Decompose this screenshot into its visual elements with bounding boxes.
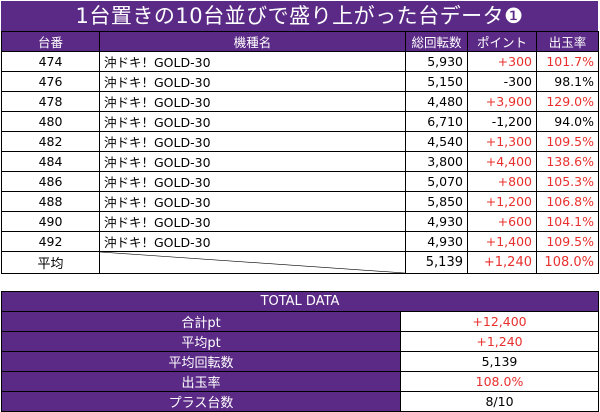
points: +800	[467, 171, 537, 192]
total-label: 合計pt	[1, 311, 401, 332]
page-title: 1台置きの10台並びで盛り上がった台データ❶	[1, 1, 598, 31]
total-spins: 5,850	[405, 191, 468, 212]
machine-number: 478	[1, 91, 100, 112]
header-machine-number: 台番	[1, 31, 100, 52]
machine-number: 490	[1, 211, 100, 232]
total-spins: 5,930	[405, 51, 468, 72]
model-name: 沖ドキ！GOLD-30	[99, 71, 406, 92]
total-spins: 6,710	[405, 111, 468, 132]
header-model-name: 機種名	[99, 31, 406, 52]
points: -300	[467, 71, 537, 92]
header-total-spins: 総回転数	[405, 31, 468, 52]
model-name: 沖ドキ！GOLD-30	[99, 151, 406, 172]
diagonal-slash-icon	[100, 252, 405, 273]
payout-rate: 106.8%	[536, 191, 599, 212]
table-row: 482 沖ドキ！GOLD-30 4,540 +1,300 109.5%	[1, 131, 599, 152]
total-spins: 4,930	[405, 231, 468, 252]
total-row: 出玉率 108.0%	[1, 371, 599, 392]
total-spins: 5,150	[405, 71, 468, 92]
table-row: 476 沖ドキ！GOLD-30 5,150 -300 98.1%	[1, 71, 599, 92]
payout-rate: 98.1%	[536, 71, 599, 92]
total-label: 平均pt	[1, 331, 401, 352]
payout-rate: 101.7%	[536, 51, 599, 72]
table-body: 474 沖ドキ！GOLD-30 5,930 +300 101.7% 476 沖ドキ！GOLD…	[1, 51, 599, 252]
total-value: +1,240	[400, 331, 599, 352]
model-name: 沖ドキ！GOLD-30	[99, 51, 406, 72]
model-name: 沖ドキ！GOLD-30	[99, 171, 406, 192]
total-data-table: TOTAL DATA 合計pt +12,400 平均pt +1,240 平均回転数 5,1…	[1, 291, 599, 412]
table-row: 486 沖ドキ！GOLD-30 5,070 +800 105.3%	[1, 171, 599, 192]
total-value: +12,400	[400, 311, 599, 332]
average-label: 平均	[1, 251, 100, 274]
table-row: 492 沖ドキ！GOLD-30 4,930 +1,400 109.5%	[1, 231, 599, 252]
total-spins: 4,480	[405, 91, 468, 112]
payout-rate: 105.3%	[536, 171, 599, 192]
model-name: 沖ドキ！GOLD-30	[99, 91, 406, 112]
points: +1,200	[467, 191, 537, 212]
machine-number: 476	[1, 71, 100, 92]
total-row: 平均pt +1,240	[1, 331, 599, 352]
table-row: 474 沖ドキ！GOLD-30 5,930 +300 101.7%	[1, 51, 599, 72]
total-row: 合計pt +12,400	[1, 311, 599, 332]
total-spins: 3,800	[405, 151, 468, 172]
machine-number: 486	[1, 171, 100, 192]
average-row: 平均 5,139 +1,240 108.0%	[1, 251, 599, 274]
total-label: 出玉率	[1, 371, 401, 392]
total-row: プラス台数 8/10	[1, 391, 599, 412]
points: +1,400	[467, 231, 537, 252]
total-data-header: TOTAL DATA	[1, 291, 599, 312]
points: +1,300	[467, 131, 537, 152]
model-name: 沖ドキ！GOLD-30	[99, 111, 406, 132]
average-model-blank	[99, 251, 406, 274]
machine-number: 488	[1, 191, 100, 212]
payout-rate: 129.0%	[536, 91, 599, 112]
model-name: 沖ドキ！GOLD-30	[99, 231, 406, 252]
model-name: 沖ドキ！GOLD-30	[99, 191, 406, 212]
header-payout-rate: 出玉率	[536, 31, 599, 52]
table-row: 480 沖ドキ！GOLD-30 6,710 -1,200 94.0%	[1, 111, 599, 132]
payout-rate: 109.5%	[536, 231, 599, 252]
average-points: +1,240	[467, 251, 537, 274]
machine-number: 484	[1, 151, 100, 172]
points: +300	[467, 51, 537, 72]
total-label: 平均回転数	[1, 351, 401, 372]
total-row: 平均回転数 5,139	[1, 351, 599, 372]
total-spins: 4,540	[405, 131, 468, 152]
machine-number: 482	[1, 131, 100, 152]
points: -1,200	[467, 111, 537, 132]
total-data-body: 合計pt +12,400 平均pt +1,240 平均回転数 5,139 出玉率 108.0%…	[1, 311, 599, 412]
table-row: 484 沖ドキ！GOLD-30 3,800 +4,400 138.6%	[1, 151, 599, 172]
table-header-row: 台番 機種名 総回転数 ポイント 出玉率	[1, 31, 599, 52]
average-rate: 108.0%	[536, 251, 599, 274]
total-value: 108.0%	[400, 371, 599, 392]
header-points: ポイント	[467, 31, 537, 52]
total-label: プラス台数	[1, 391, 401, 412]
total-value: 5,139	[400, 351, 599, 372]
total-spins: 5,070	[405, 171, 468, 192]
machine-number: 480	[1, 111, 100, 132]
model-name: 沖ドキ！GOLD-30	[99, 131, 406, 152]
points: +3,900	[467, 91, 537, 112]
payout-rate: 109.5%	[536, 131, 599, 152]
model-name: 沖ドキ！GOLD-30	[99, 211, 406, 232]
points: +600	[467, 211, 537, 232]
total-spins: 4,930	[405, 211, 468, 232]
table-row: 490 沖ドキ！GOLD-30 4,930 +600 104.1%	[1, 211, 599, 232]
payout-rate: 138.6%	[536, 151, 599, 172]
machine-data-table: 台番 機種名 総回転数 ポイント 出玉率 474 沖ドキ！GOLD-30 5,930…	[1, 31, 599, 274]
machine-number: 474	[1, 51, 100, 72]
table-row: 488 沖ドキ！GOLD-30 5,850 +1,200 106.8%	[1, 191, 599, 212]
table-row: 478 沖ドキ！GOLD-30 4,480 +3,900 129.0%	[1, 91, 599, 112]
machine-number: 492	[1, 231, 100, 252]
total-value: 8/10	[400, 391, 599, 412]
points: +4,400	[467, 151, 537, 172]
payout-rate: 104.1%	[536, 211, 599, 232]
average-spins: 5,139	[405, 251, 468, 274]
payout-rate: 94.0%	[536, 111, 599, 132]
